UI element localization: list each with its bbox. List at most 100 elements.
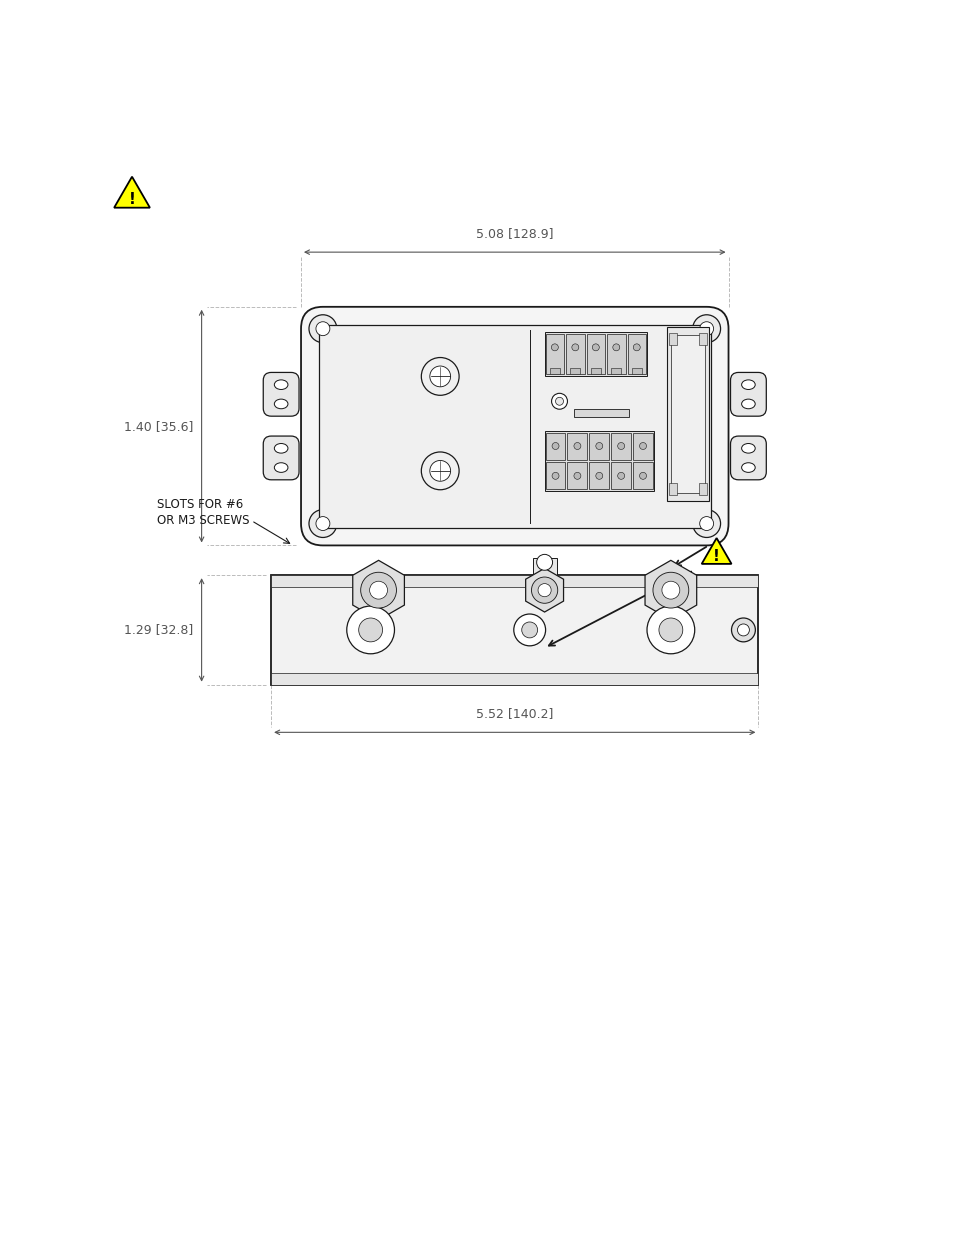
Circle shape	[551, 393, 567, 409]
Bar	[544, 332, 646, 377]
Circle shape	[358, 618, 382, 642]
Text: SLOTS FOR #6: SLOTS FOR #6	[156, 498, 243, 510]
Ellipse shape	[274, 443, 288, 453]
Circle shape	[692, 315, 720, 342]
Ellipse shape	[740, 380, 755, 389]
FancyBboxPatch shape	[263, 436, 298, 480]
Polygon shape	[114, 177, 150, 207]
FancyBboxPatch shape	[301, 306, 728, 546]
Circle shape	[731, 618, 755, 642]
Bar	[574, 409, 628, 417]
Text: 5.08 [128.9]: 5.08 [128.9]	[476, 227, 553, 241]
Circle shape	[315, 516, 330, 531]
Bar	[532, 558, 556, 587]
Circle shape	[537, 555, 552, 571]
Circle shape	[531, 577, 558, 603]
Circle shape	[699, 322, 713, 336]
Text: !: !	[129, 191, 135, 206]
Circle shape	[612, 343, 619, 351]
Bar	[565, 333, 584, 374]
Bar	[611, 462, 631, 489]
Text: OR M3 SCREWS: OR M3 SCREWS	[156, 514, 249, 526]
Bar	[611, 368, 620, 374]
Circle shape	[574, 442, 580, 450]
Bar	[318, 325, 710, 527]
Circle shape	[617, 442, 624, 450]
Bar	[666, 327, 708, 500]
Bar	[544, 431, 653, 490]
Circle shape	[592, 343, 598, 351]
Bar	[570, 368, 579, 374]
Circle shape	[659, 618, 682, 642]
Ellipse shape	[274, 399, 288, 409]
Text: 1.40 [35.6]: 1.40 [35.6]	[124, 420, 193, 432]
Bar	[627, 333, 645, 374]
Bar	[545, 433, 565, 459]
Polygon shape	[525, 568, 563, 613]
Bar	[271, 673, 758, 684]
Circle shape	[551, 343, 558, 351]
Circle shape	[574, 472, 580, 479]
Circle shape	[421, 452, 458, 490]
Ellipse shape	[274, 463, 288, 472]
Circle shape	[552, 442, 558, 450]
Circle shape	[639, 442, 646, 450]
Bar	[549, 368, 559, 374]
Circle shape	[646, 606, 694, 653]
Circle shape	[430, 461, 450, 482]
Polygon shape	[644, 561, 696, 620]
Bar	[668, 332, 676, 345]
Circle shape	[514, 614, 545, 646]
Circle shape	[346, 606, 395, 653]
Circle shape	[699, 516, 713, 531]
Bar	[631, 368, 641, 374]
Text: 5.52 [140.2]: 5.52 [140.2]	[476, 708, 553, 720]
Bar	[271, 576, 758, 684]
Bar	[567, 433, 587, 459]
Circle shape	[421, 357, 458, 395]
Circle shape	[639, 472, 646, 479]
Bar	[589, 462, 609, 489]
Text: !: !	[713, 550, 720, 564]
Bar	[668, 483, 676, 495]
Bar	[589, 433, 609, 459]
Circle shape	[596, 472, 602, 479]
Ellipse shape	[274, 380, 288, 389]
Circle shape	[315, 322, 330, 336]
FancyBboxPatch shape	[263, 373, 298, 416]
Circle shape	[521, 622, 537, 638]
Circle shape	[596, 442, 602, 450]
FancyBboxPatch shape	[730, 373, 765, 416]
Text: 1.29 [32.8]: 1.29 [32.8]	[124, 624, 193, 636]
FancyBboxPatch shape	[730, 436, 765, 480]
Circle shape	[661, 582, 679, 599]
Bar	[606, 333, 625, 374]
Circle shape	[737, 624, 749, 636]
Bar	[545, 462, 565, 489]
Circle shape	[430, 366, 450, 387]
Bar	[611, 433, 631, 459]
Polygon shape	[701, 538, 731, 564]
Ellipse shape	[740, 399, 755, 409]
Bar	[567, 462, 587, 489]
Circle shape	[617, 472, 624, 479]
Circle shape	[692, 510, 720, 537]
Bar	[545, 333, 563, 374]
Bar	[633, 462, 652, 489]
Bar	[698, 332, 706, 345]
Bar	[633, 433, 652, 459]
Bar	[271, 576, 758, 587]
Bar	[586, 333, 604, 374]
Circle shape	[309, 315, 336, 342]
Ellipse shape	[740, 443, 755, 453]
Bar	[670, 335, 704, 493]
Circle shape	[309, 510, 336, 537]
Polygon shape	[353, 561, 404, 620]
Bar	[698, 483, 706, 495]
Circle shape	[360, 572, 396, 608]
Circle shape	[552, 472, 558, 479]
Ellipse shape	[740, 463, 755, 472]
Bar	[590, 368, 600, 374]
Circle shape	[571, 343, 578, 351]
Circle shape	[555, 398, 563, 405]
